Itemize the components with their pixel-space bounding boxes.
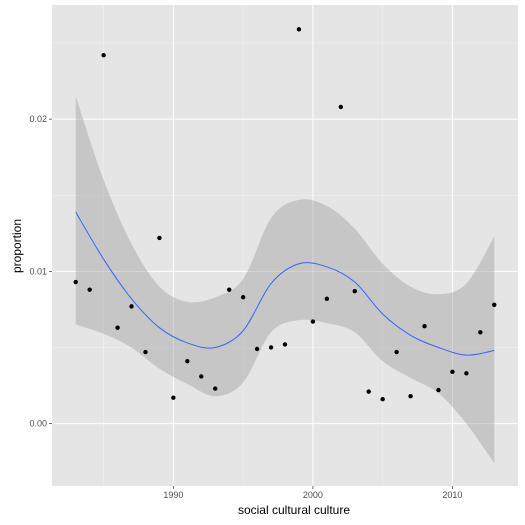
data-point [185, 358, 190, 364]
data-point [226, 287, 232, 292]
data-point [338, 104, 344, 110]
data-point [436, 387, 441, 393]
data-point [213, 386, 218, 391]
data-point [73, 279, 78, 285]
data-point [310, 319, 316, 324]
data-point [157, 235, 162, 241]
y-tick-label: 0.02 [29, 114, 47, 124]
data-point [366, 389, 371, 394]
data-point [268, 345, 274, 350]
grid-major [52, 5, 518, 486]
data-point [478, 330, 483, 335]
x-axis-title: social cultural culture [238, 503, 350, 517]
data-point [143, 349, 148, 355]
data-point [254, 346, 260, 352]
data-point [87, 287, 92, 292]
data-point [240, 295, 246, 300]
data-point [422, 323, 427, 329]
confidence-band-layer [75, 96, 495, 464]
data-point [129, 304, 134, 309]
data-point [171, 395, 176, 400]
points-layer [73, 27, 497, 402]
data-point [296, 27, 302, 32]
confidence-band [75, 96, 495, 464]
data-point [282, 342, 288, 347]
x-tick-label: 2010 [442, 490, 462, 500]
y-tick-label: 0.01 [29, 266, 47, 276]
x-axis: 1990 2000 2010 [163, 486, 462, 500]
data-point [394, 349, 399, 355]
data-point [101, 53, 106, 58]
data-point [408, 393, 413, 399]
data-point [115, 325, 120, 330]
y-axis-title: proportion [10, 219, 24, 273]
smooth-line-layer [75, 211, 495, 356]
data-point [464, 371, 469, 376]
data-point [324, 296, 330, 301]
y-tick-label: 0.00 [29, 419, 47, 429]
data-point [450, 369, 455, 375]
data-point [199, 374, 204, 379]
smooth-line [75, 211, 495, 356]
x-tick-label: 1990 [163, 490, 183, 500]
y-axis: 0.00 0.01 0.02 [29, 114, 52, 429]
data-point [380, 397, 385, 402]
plot-panel [52, 5, 518, 486]
grid-minor [52, 5, 518, 486]
data-point [492, 302, 497, 308]
x-tick-label: 2000 [303, 490, 323, 500]
data-point [352, 288, 357, 294]
